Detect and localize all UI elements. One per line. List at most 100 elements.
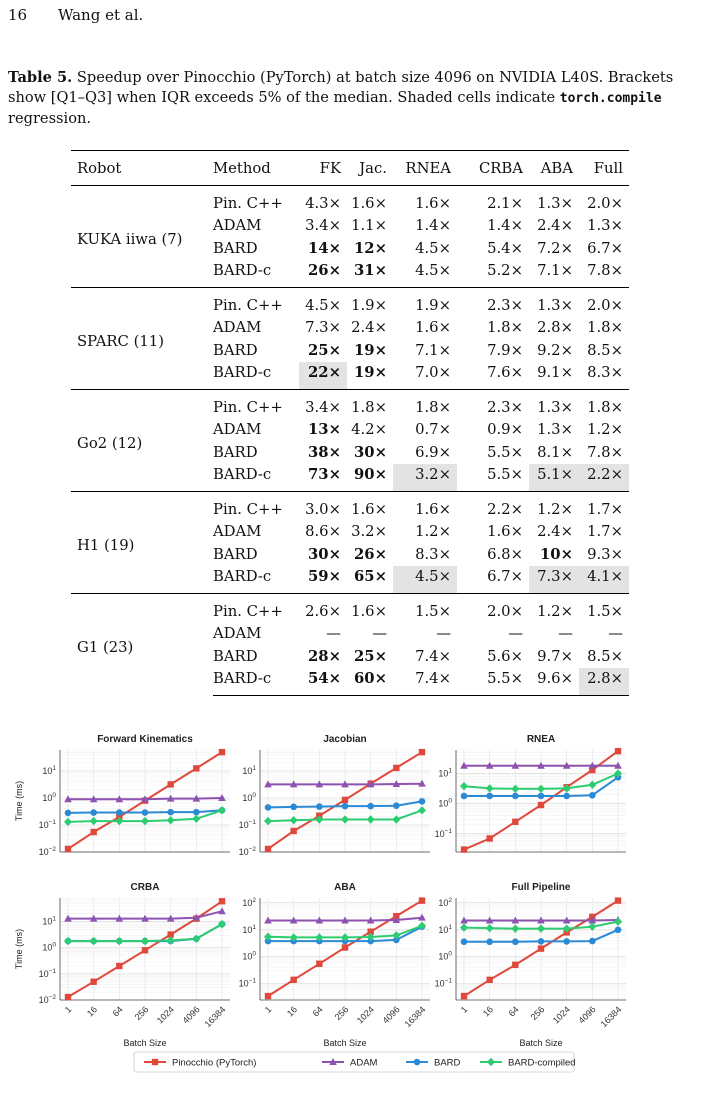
speedup-cell: 12× — [354, 239, 387, 257]
speedup-cell: 22× — [299, 361, 347, 390]
table-row: BARD-c 22× 19× 7.0× 7.6× 9.1× 8.3× — [71, 361, 629, 390]
marker-diamond — [141, 816, 149, 826]
marker-square — [537, 801, 545, 809]
marker-diamond — [366, 815, 375, 824]
x-tick-label: 1 — [459, 1004, 470, 1015]
speedup-cell: 30× — [354, 443, 387, 461]
x-tick-label: 16384 — [403, 1004, 428, 1029]
page-number: 16 — [8, 6, 28, 24]
speedup-cell: 7.4× — [415, 647, 451, 665]
marker-square — [167, 781, 174, 788]
table-row: BARD 25× 19× 7.1× 7.9× 9.2× 8.5× — [71, 339, 629, 362]
marker-square — [218, 898, 226, 905]
method-name: Pin. C++ — [213, 491, 299, 521]
speedup-cell: — — [608, 625, 623, 643]
y-tick-label: 10−2 — [239, 846, 257, 857]
speedup-cell: 6.7× — [587, 239, 623, 257]
tick-exponent: 1 — [52, 765, 56, 772]
marker-triangle — [192, 913, 201, 921]
marker-triangle — [218, 794, 226, 802]
header-authors: Wang et al. — [58, 6, 144, 24]
legend-label: Pinocchio (PyTorch) — [172, 1058, 256, 1069]
marker-diamond — [218, 919, 226, 929]
speedup-cell: 1.9× — [347, 287, 393, 317]
tick-exponent: −2 — [249, 846, 257, 853]
tick-base: 10 — [438, 799, 448, 809]
speedup-cell: 7.0× — [415, 364, 451, 382]
tick-base: 10 — [435, 979, 445, 989]
speedup-cell: 1.4× — [415, 217, 451, 235]
marker-diamond — [460, 781, 468, 791]
marker-diamond — [537, 924, 545, 933]
legend-label: BARD-compiled — [508, 1058, 576, 1069]
speedup-cell: 9.6× — [529, 667, 579, 696]
marker-circle — [64, 809, 72, 817]
marker-triangle — [614, 761, 622, 769]
speedup-cell: 65× — [354, 568, 387, 586]
speedup-cell: 13× — [308, 421, 341, 439]
tick-exponent: −1 — [49, 819, 57, 826]
method-name: Pin. C++ — [213, 185, 299, 215]
marker-square — [64, 845, 72, 853]
table-header-row: Robot Method FK Jac. RNEA CRBA ABA Full — [71, 150, 629, 186]
tick-base: 10 — [42, 793, 52, 803]
method-name: BARD-c — [213, 568, 272, 586]
chart-legend: Pinocchio (PyTorch) ADAM BARD BARD-compiled — [133, 1051, 576, 1073]
legend-label: BARD — [434, 1058, 461, 1069]
tick-exponent: 1 — [448, 924, 452, 931]
marker-diamond — [392, 931, 401, 940]
marker-diamond — [460, 923, 468, 932]
speedup-cell: 5.1× — [529, 463, 579, 492]
speedup-cell: 1.1× — [351, 217, 387, 235]
marker-triangle — [115, 914, 124, 922]
marker-diamond — [141, 936, 149, 946]
marker-circle — [486, 938, 493, 946]
speedup-cell: 7.8× — [587, 443, 623, 461]
y-tick-label: 100 — [438, 798, 452, 809]
y-tick-label: 10−2 — [39, 846, 57, 857]
speedup-cell: 26× — [354, 545, 387, 563]
table-row: ADAM — — — — — — — [71, 623, 629, 646]
speedup-cell: 3.4× — [299, 389, 347, 419]
marker-circle — [393, 936, 400, 944]
marker-circle — [193, 808, 200, 816]
x-tick-label: 1024 — [155, 1004, 176, 1025]
table-row: ADAM 8.6× 3.2× 1.2× 1.6× 2.4× 1.7× — [71, 521, 629, 544]
marker-circle — [167, 808, 174, 816]
speedup-cell: 1.8× — [347, 389, 393, 419]
speedup-cell: 1.6× — [393, 185, 457, 215]
tick-base: 10 — [438, 925, 448, 935]
method-name: ADAM — [213, 421, 262, 439]
tick-exponent: 1 — [448, 767, 452, 774]
marker-circle — [512, 792, 519, 800]
tick-exponent: −1 — [445, 978, 453, 985]
col-header-crba: CRBA — [457, 150, 529, 186]
marker-square — [193, 765, 200, 772]
speedup-cell: 8.5× — [587, 341, 623, 359]
speedup-cell: 1.6× — [347, 491, 393, 521]
speedup-cell: 1.8× — [579, 389, 629, 419]
x-tick-label: 4096 — [381, 1004, 402, 1025]
col-header-fk: FK — [299, 150, 347, 186]
speedup-cell: 7.3× — [305, 319, 341, 337]
speedup-cell: 6.7× — [487, 568, 523, 586]
y-tick-label: 10−1 — [39, 819, 57, 830]
speedup-cell: 1.8× — [587, 319, 623, 337]
speedup-cell: 5.5× — [487, 466, 523, 484]
marker-diamond — [341, 815, 349, 824]
speedup-cell: 5.2× — [487, 262, 523, 280]
method-name: BARD-c — [213, 466, 272, 484]
marker-square — [460, 846, 468, 853]
marker-triangle — [264, 780, 272, 788]
marker-square — [264, 992, 272, 1000]
y-tick-label: 100 — [42, 942, 56, 953]
marker-triangle — [141, 914, 149, 922]
speedup-cell: 5.4× — [487, 239, 523, 257]
tick-base: 10 — [242, 952, 252, 962]
marker-triangle — [89, 914, 98, 922]
marker-triangle — [289, 780, 298, 788]
y-tick-label: 101 — [242, 765, 256, 776]
table-row: ADAM 13× 4.2× 0.7× 0.9× 1.3× 1.2× — [71, 419, 629, 442]
speedup-cell: 5.5× — [457, 667, 529, 696]
